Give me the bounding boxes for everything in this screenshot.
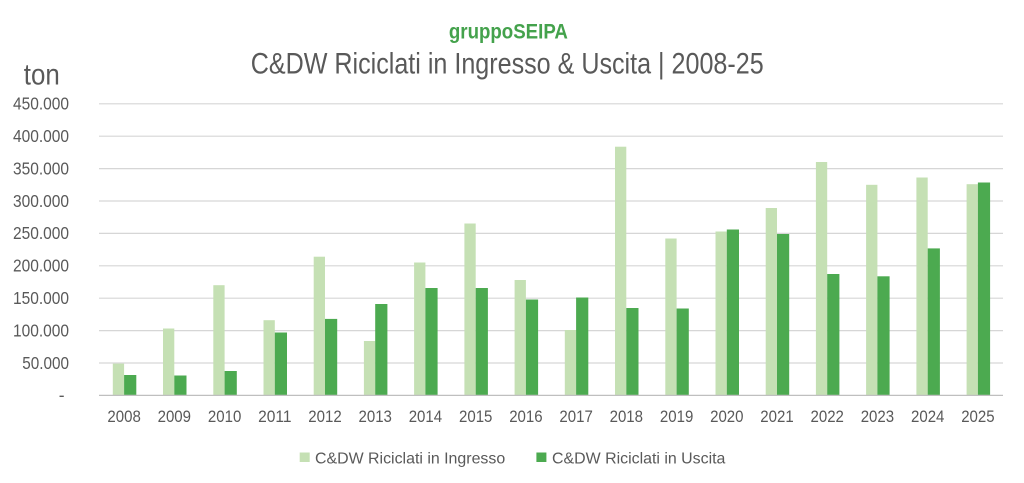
svg-text:2011: 2011 [258,407,291,426]
svg-text:ton: ton [24,59,60,92]
svg-text:2015: 2015 [459,407,492,426]
svg-text:400.000: 400.000 [13,126,69,146]
svg-text:C&DW Riciclati in Uscita: C&DW Riciclati in Uscita [552,451,726,468]
svg-text:2020: 2020 [710,407,743,426]
svg-text:2016: 2016 [509,407,542,426]
svg-text:200.000: 200.000 [13,256,69,276]
svg-text:2021: 2021 [760,407,793,426]
svg-text:2019: 2019 [660,407,693,426]
svg-text:300.000: 300.000 [13,191,69,211]
svg-text:250.000: 250.000 [13,223,69,243]
svg-text:50.000: 50.000 [22,353,69,373]
svg-text:2017: 2017 [559,407,592,426]
svg-text:2024: 2024 [911,407,944,426]
svg-text:-: - [59,385,65,405]
svg-text:2009: 2009 [158,407,191,426]
svg-text:2025: 2025 [961,407,994,426]
svg-text:2008: 2008 [107,407,140,426]
svg-text:450.000: 450.000 [13,94,69,114]
svg-text:gruppoSEIPA: gruppoSEIPA [449,21,568,44]
svg-text:2012: 2012 [308,407,341,426]
svg-text:2018: 2018 [610,407,643,426]
svg-text:2013: 2013 [359,407,392,426]
svg-text:2022: 2022 [811,407,844,426]
svg-text:150.000: 150.000 [13,288,69,308]
svg-text:100.000: 100.000 [13,320,69,340]
svg-text:2023: 2023 [861,407,894,426]
svg-text:2014: 2014 [409,407,442,426]
svg-text:C&DW Riciclati in Ingresso & U: C&DW Riciclati in Ingresso & Uscita | 20… [251,47,764,80]
svg-text:2010: 2010 [208,407,241,426]
svg-text:350.000: 350.000 [13,158,69,178]
svg-text:C&DW Riciclati in Ingresso: C&DW Riciclati in Ingresso [315,451,505,468]
